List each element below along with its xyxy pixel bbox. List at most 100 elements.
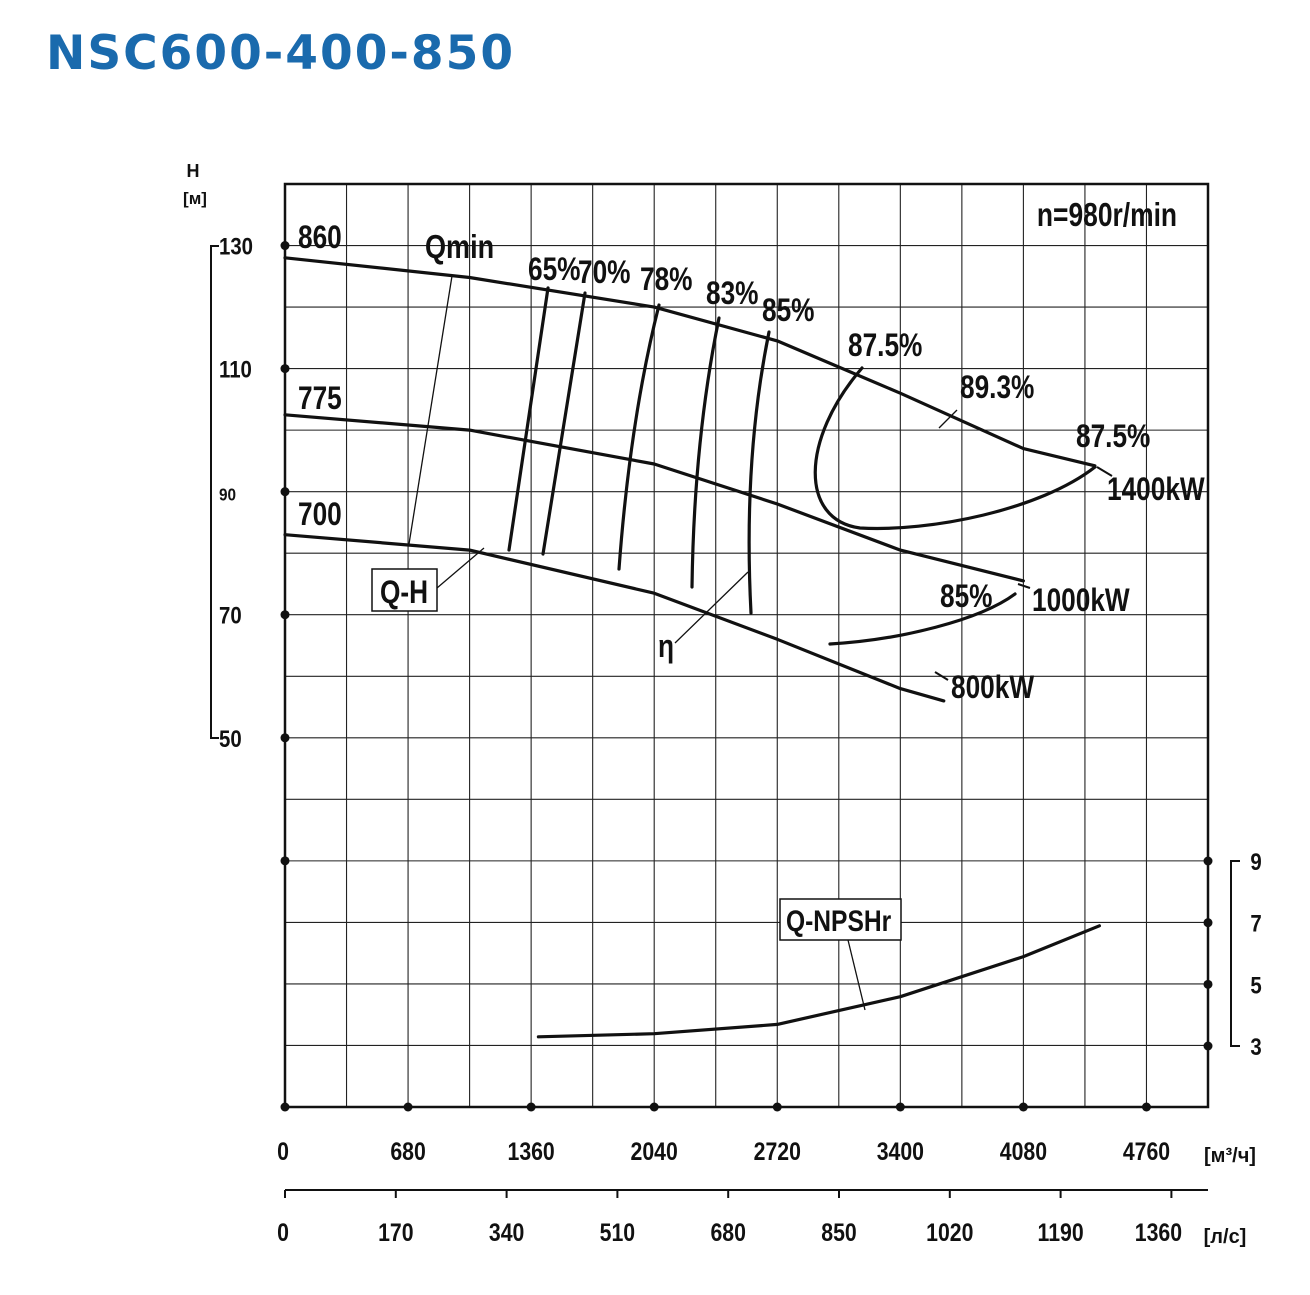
efficiency-line-83	[690, 316, 721, 589]
efficiency-label: 87.5%	[1076, 420, 1150, 455]
efficiency-label: 83%	[706, 277, 759, 312]
npsh-scale-bracket	[1230, 860, 1240, 1047]
x-tick-label-ls: 1190	[1038, 1218, 1084, 1246]
x-tick-labels-m3h: 0 680 1360 2040 2720 3400 4080 4760	[277, 1137, 1170, 1165]
y-tick-labels: 130 110 90 70 50	[219, 233, 253, 752]
h-scale-bracket	[210, 245, 219, 739]
x-tick-label-ls: 170	[378, 1218, 413, 1246]
npsh-tick-labels: 9 7 5 3	[1250, 848, 1261, 1060]
series-label-700: 700	[298, 498, 342, 533]
x-tick-label-ls: 1360	[1135, 1218, 1182, 1246]
eta-893-leader	[938, 409, 958, 429]
x-tick-label-m3h: 4760	[1123, 1137, 1170, 1165]
x-tick-label-ls: 0	[277, 1218, 289, 1246]
y-axis-dot	[280, 241, 290, 251]
x-axis-unit-ls: [л/с]	[1204, 1226, 1247, 1248]
x-tick-label-ls: 1020	[926, 1218, 973, 1246]
y-axis-unit: [м]	[183, 189, 207, 208]
efficiency-label: 87.5%	[848, 329, 922, 364]
efficiency-label: 65%	[528, 253, 581, 288]
x-tick-label-m3h: 2720	[754, 1137, 801, 1165]
efficiency-line-65	[507, 286, 550, 552]
npsh-axis-dot	[1203, 918, 1213, 928]
npsh-axis-dot	[1203, 979, 1213, 989]
eta-leader	[674, 571, 749, 644]
efficiency-line-78	[617, 303, 661, 571]
x-axis-dot	[280, 1102, 290, 1112]
npsh-axis-dot	[1203, 1041, 1213, 1051]
series-label-860: 860	[298, 221, 342, 256]
efficiency-label: 85%	[762, 294, 815, 329]
x-axis-dot	[772, 1102, 782, 1112]
x-axis-dot	[403, 1102, 413, 1112]
x-tick-label-m3h: 2040	[631, 1137, 678, 1165]
y-axis-dot	[280, 487, 290, 497]
qmin-label: Qmin	[425, 230, 494, 266]
power-label: 1000kW	[1032, 584, 1130, 619]
plot-frame	[283, 182, 1210, 1109]
power-label: 1400kW	[1107, 473, 1205, 508]
power-leader-800	[934, 671, 949, 681]
efficiency-line-85	[747, 330, 771, 615]
x-tick-label-m3h: 4080	[1000, 1137, 1047, 1165]
power-leader-1000	[1017, 583, 1031, 589]
y-tick-label: 70	[219, 602, 242, 629]
x-tick-label-m3h: 680	[390, 1137, 425, 1165]
x-tick-label-ls: 850	[821, 1218, 856, 1246]
x-tick-labels-ls: 0 170 340 510 680 850 1020 1190 1360	[277, 1190, 1182, 1246]
y-tick-label: 110	[219, 356, 252, 383]
y-axis-dot	[280, 364, 290, 374]
npsh-label: Q-NPSHr	[786, 904, 891, 938]
x-tick-label-m3h: 0	[277, 1137, 289, 1165]
series-line-860	[283, 256, 1097, 468]
npsh-curve	[536, 924, 1101, 1039]
npsh-tick-label: 3	[1250, 1033, 1261, 1060]
qh-label: Q-H	[380, 576, 428, 611]
eta-label: η	[658, 630, 674, 665]
efficiency-line-87-5	[813, 366, 1097, 531]
npsh-tick-label: 5	[1250, 972, 1261, 999]
x-tick-label-ls: 680	[710, 1218, 745, 1246]
npsh-tick-label: 7	[1250, 910, 1261, 937]
power-label: 800kW	[951, 671, 1034, 706]
x-tick-label-ls: 510	[600, 1218, 635, 1246]
series-line-775	[283, 413, 1025, 583]
efficiency-label: 78%	[640, 263, 693, 298]
x-axis-dot	[526, 1102, 536, 1112]
x-axis-dot	[1141, 1102, 1151, 1112]
speed-label: n=980r/min	[1037, 197, 1177, 233]
npsh-label-box	[779, 898, 902, 941]
qmin-leader	[408, 275, 453, 545]
x-axis-unit-m3h: [м³/ч]	[1204, 1145, 1256, 1167]
series-line-700	[283, 533, 946, 703]
qh-label-box	[371, 568, 438, 612]
qh-leader	[436, 547, 485, 589]
efficiency-label: 70%	[578, 256, 631, 291]
x-tick-label-m3h: 3400	[877, 1137, 924, 1165]
x-axis-dot	[895, 1102, 905, 1112]
grid	[285, 184, 1208, 1107]
efficiency-line-85-right	[828, 592, 1017, 646]
y-tick-label: 90	[219, 485, 236, 505]
npsh-axis-dot	[1203, 856, 1213, 866]
npsh-tick-label: 9	[1250, 848, 1261, 875]
series-label-775: 775	[298, 382, 342, 417]
page-title: NSC600-400-850	[46, 26, 516, 81]
npsh-leader	[847, 939, 866, 1011]
x-axis-dot	[1018, 1102, 1028, 1112]
y-axis-dot	[280, 733, 290, 743]
power-leader-1400	[1096, 466, 1113, 477]
efficiency-label: 85%	[940, 580, 993, 615]
y-tick-label: 130	[219, 233, 253, 260]
x-tick-label-m3h: 1360	[508, 1137, 555, 1165]
efficiency-line-70	[541, 291, 587, 556]
y-axis-dot	[280, 856, 290, 866]
y-axis-dot	[280, 610, 290, 620]
y-axis-symbol: H	[187, 161, 200, 181]
y-tick-label: 50	[219, 725, 242, 752]
efficiency-label: 89.3%	[960, 371, 1034, 406]
x-axis-dot	[649, 1102, 659, 1112]
axis-dots	[280, 241, 1213, 1112]
x-tick-label-ls: 340	[489, 1218, 524, 1246]
